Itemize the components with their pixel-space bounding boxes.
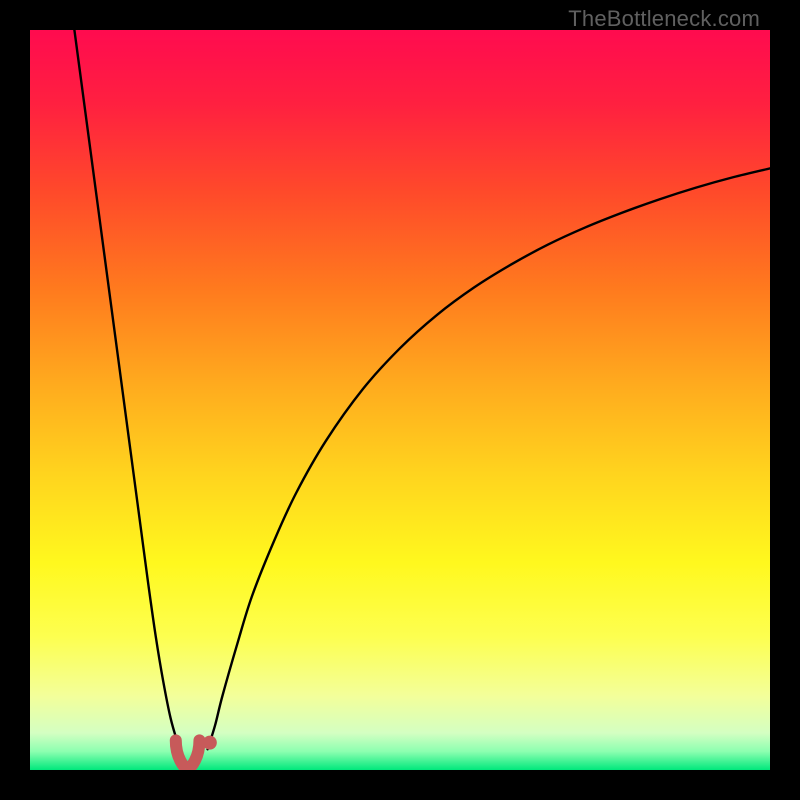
- valley-u-mark: [176, 740, 200, 768]
- plot-area: [30, 30, 770, 770]
- chart-canvas: TheBottleneck.com: [0, 0, 800, 800]
- curves-layer: [30, 30, 770, 770]
- curve-left: [74, 30, 181, 755]
- watermark-text: TheBottleneck.com: [568, 6, 760, 32]
- curve-right: [208, 168, 770, 749]
- valley-dot-mark: [203, 736, 217, 750]
